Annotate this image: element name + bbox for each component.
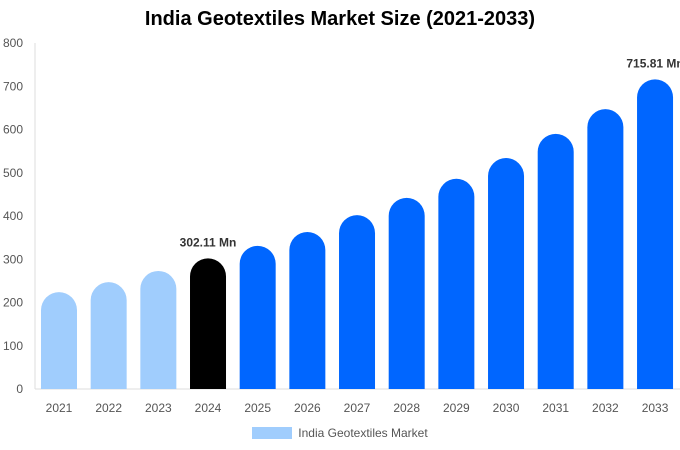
y-tick-label: 800 [3,36,23,50]
data-label-2024: 302.11 Mn [180,235,237,249]
x-tick-label: 2024 [195,401,222,415]
bar-2021 [41,292,77,389]
chart-title: India Geotextiles Market Size (2021-2033… [144,8,536,30]
y-tick-label: 200 [3,296,23,310]
x-tick-label: 2033 [642,401,669,415]
data-label-2033: 715.81 Mn [626,56,680,70]
x-tick-label: 2027 [344,401,371,415]
bar-2024 [190,258,227,389]
y-tick-label: 400 [3,209,23,223]
bar-2030 [488,158,525,389]
x-tick-label: 2032 [592,401,619,415]
bar-2032 [587,109,624,390]
bar-2029 [438,178,475,389]
bar-2027 [339,215,376,389]
y-tick-label: 100 [3,339,23,353]
bar-2025 [239,245,276,389]
x-tick-label: 2029 [443,401,470,415]
x-tick-label: 2025 [244,401,271,415]
y-tick-label: 500 [3,166,23,180]
bar-2033 [637,79,674,390]
y-tick-label: 700 [3,79,23,93]
x-tick-label: 2021 [46,401,73,415]
bar-2028 [388,197,425,389]
legend[interactable]: India Geotextiles Market [0,426,680,440]
y-tick-label: 300 [3,252,23,266]
bar-2022 [90,282,127,389]
x-tick-label: 2028 [393,401,420,415]
bar-2026 [289,232,326,389]
x-tick-label: 2026 [294,401,321,415]
y-tick-label: 0 [16,382,23,396]
x-tick-label: 2022 [95,401,122,415]
y-tick-label: 600 [3,123,23,137]
x-tick-label: 2031 [542,401,569,415]
x-tick-label: 2023 [145,401,172,415]
bar-2023 [140,270,177,389]
legend-swatch [252,427,293,439]
bar-2031 [537,133,574,389]
x-tick-label: 2030 [493,401,520,415]
legend-label: India Geotextiles Market [298,426,428,440]
